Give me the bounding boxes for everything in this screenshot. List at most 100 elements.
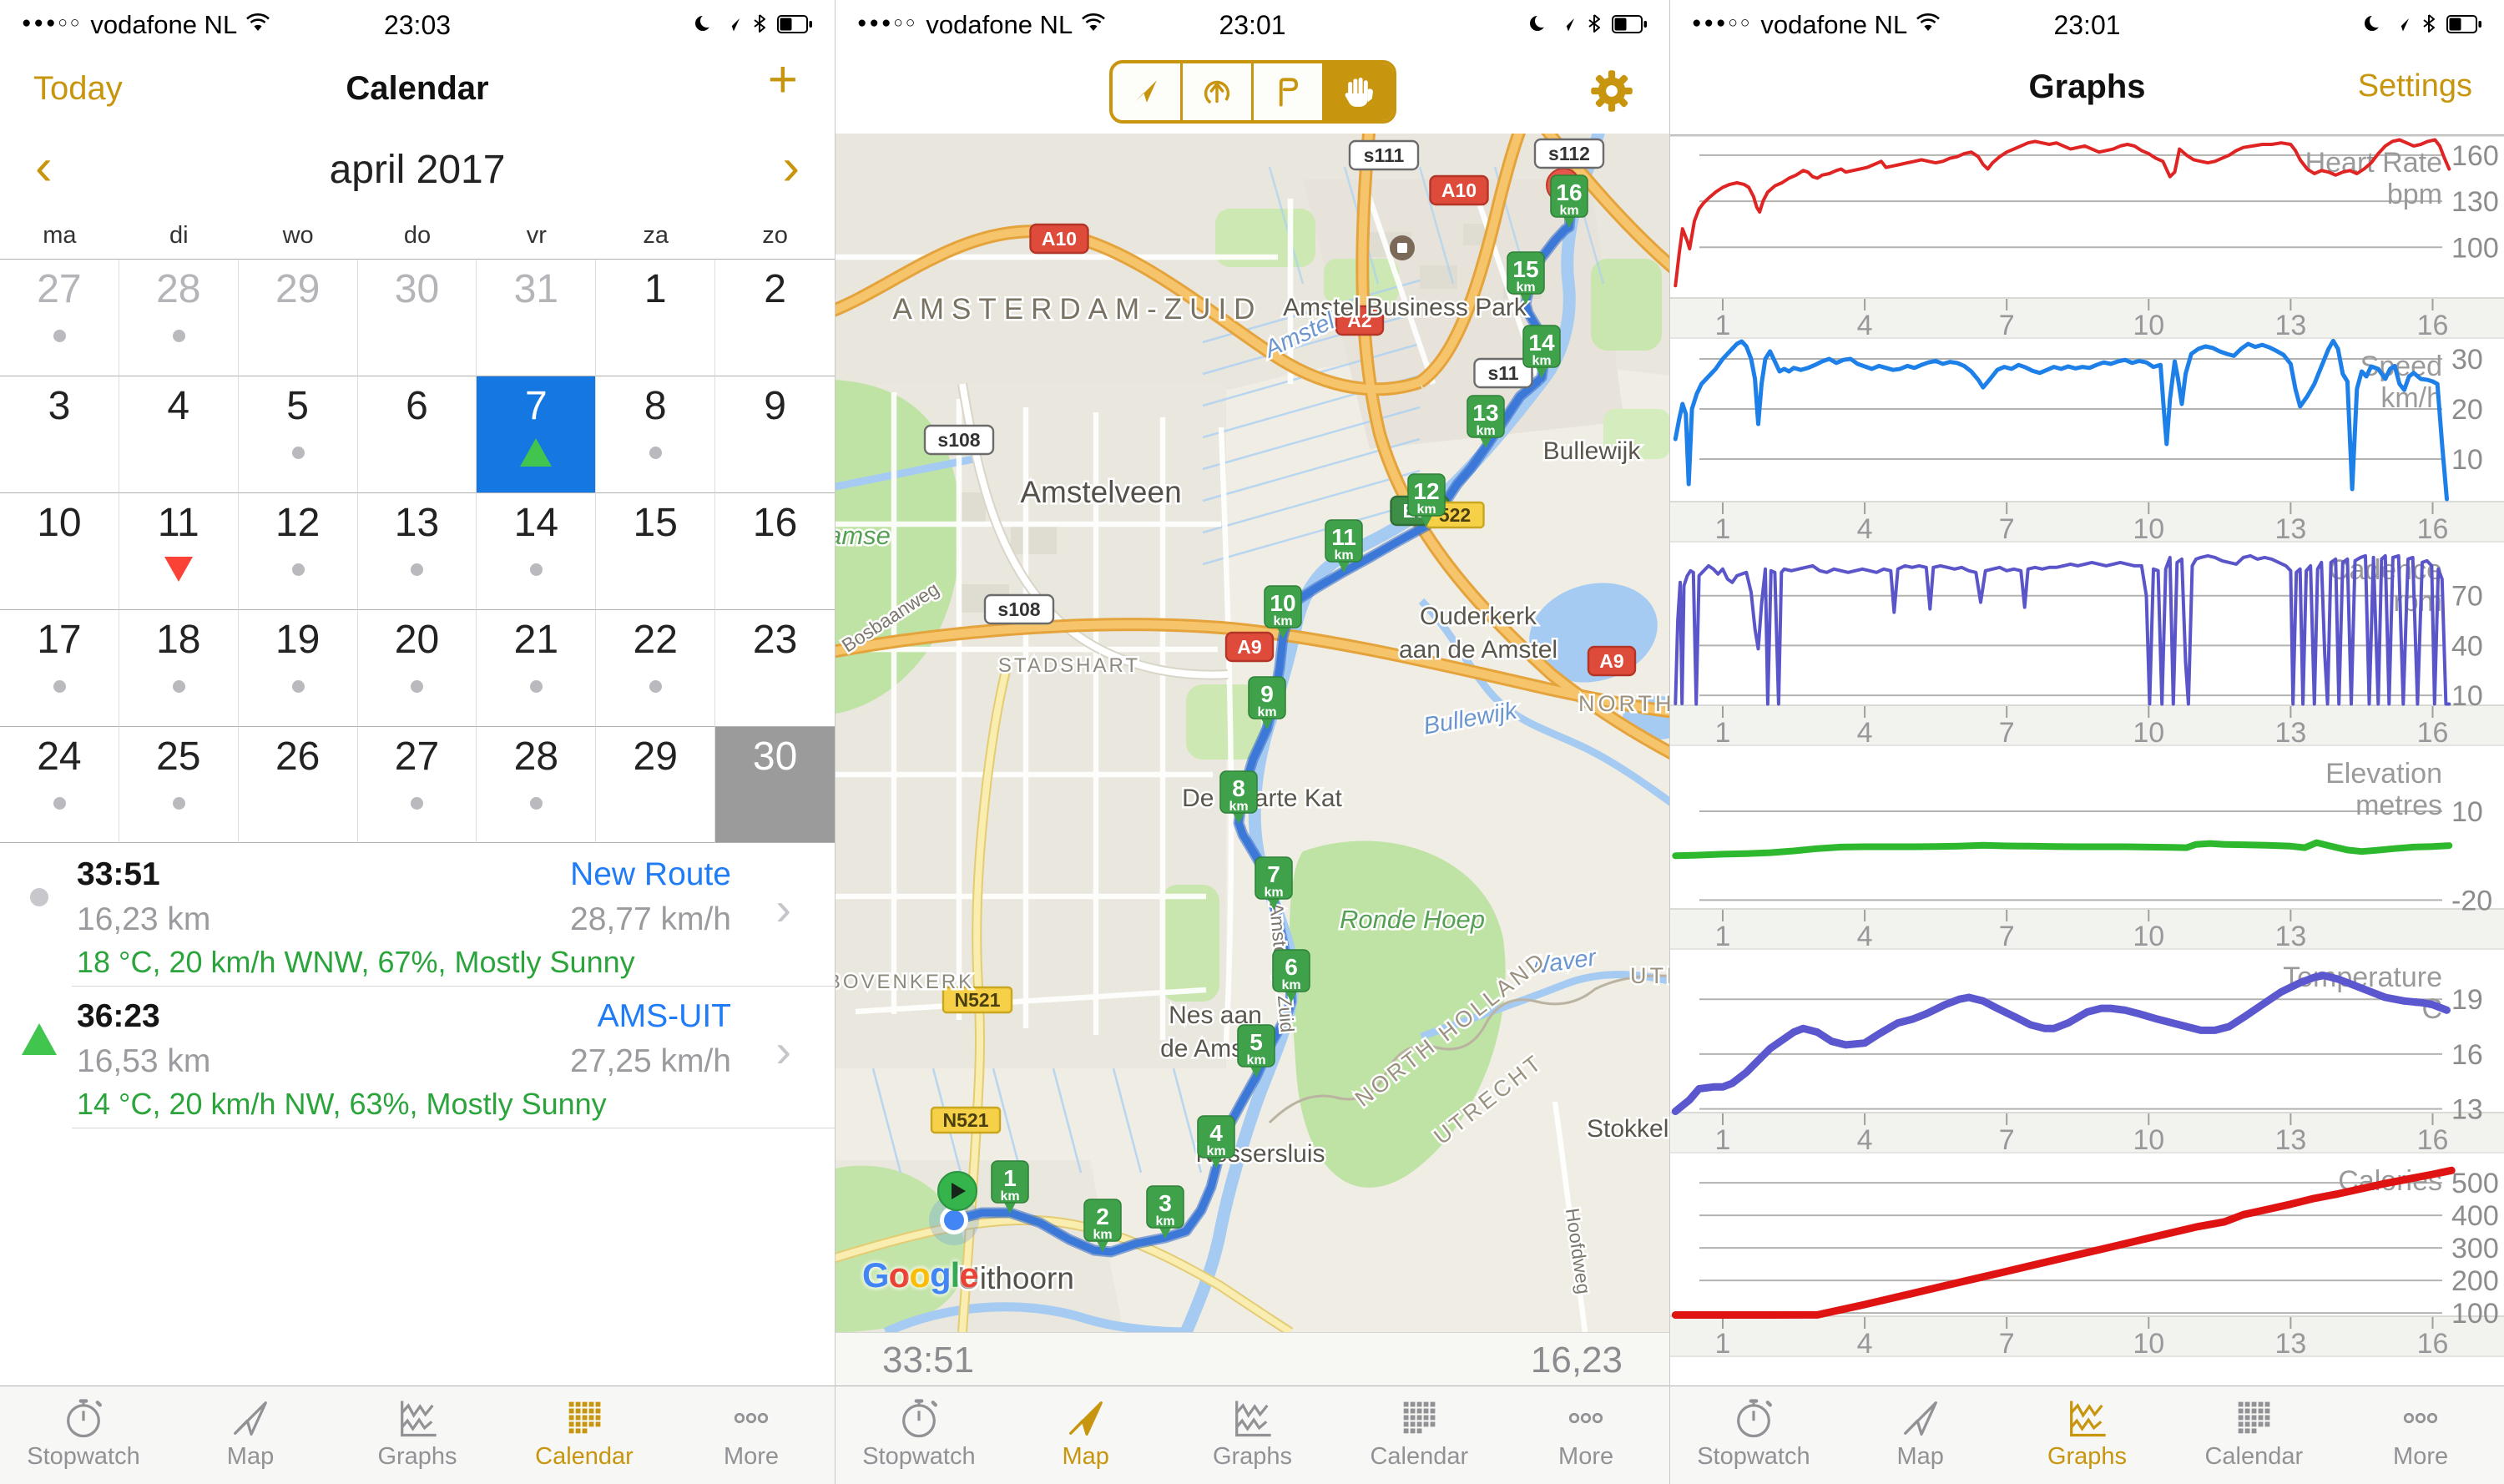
km-marker-8[interactable]: 8km xyxy=(1219,770,1258,824)
locate-arrow-button[interactable] xyxy=(1113,63,1184,120)
calendar-day-28[interactable]: 28 xyxy=(477,726,597,843)
calendar-day-6[interactable]: 6 xyxy=(357,376,477,492)
calendar-day-7[interactable]: 7 xyxy=(477,376,597,492)
chart-calories[interactable]: 500 400 300 200 100 1 4 7 10 13 16 Calories xyxy=(1670,1153,2504,1357)
map-settings-button[interactable] xyxy=(1584,63,1639,119)
calendar-day-27[interactable]: 27 xyxy=(357,726,477,843)
calendar-day-8[interactable]: 8 xyxy=(596,376,716,492)
calendar-day-14[interactable]: 14 xyxy=(477,492,597,609)
calendar-day-20[interactable]: 20 xyxy=(357,609,477,726)
calendar-day-23[interactable]: 23 xyxy=(715,609,835,726)
calendar-day-26[interactable]: 26 xyxy=(238,726,358,843)
chart-elevation[interactable]: 10 -20 1 4 7 10 13 Elevation metres xyxy=(1670,746,2504,950)
calendar-day-5[interactable]: 5 xyxy=(238,376,358,492)
stop-hand-button[interactable] xyxy=(1324,63,1393,120)
tab-more[interactable]: More xyxy=(1502,1386,1669,1484)
tab-graphs[interactable]: Graphs xyxy=(1169,1386,1336,1484)
km-marker-7[interactable]: 7km xyxy=(1255,856,1293,910)
calendar-day-19[interactable]: 19 xyxy=(238,609,358,726)
tab-stopwatch[interactable]: Stopwatch xyxy=(1670,1386,1837,1484)
activity-entry[interactable]: 33:51 16,23 km New Route 28,77 km/h › 18… xyxy=(0,845,835,987)
tab-label: Calendar xyxy=(1370,1443,1469,1470)
tab-more[interactable]: More xyxy=(668,1386,835,1484)
calendar-day-31[interactable]: 31 xyxy=(477,259,597,376)
tab-stopwatch[interactable]: Stopwatch xyxy=(0,1386,167,1484)
calendar-day-13[interactable]: 13 xyxy=(357,492,477,609)
calendar-day-3[interactable]: 3 xyxy=(0,376,119,492)
calendar-day-22[interactable]: 22 xyxy=(596,609,716,726)
ride-up-triangle-icon xyxy=(520,438,553,467)
km-marker-4[interactable]: 4km xyxy=(1197,1115,1235,1169)
graphs-icon xyxy=(2070,1401,2107,1437)
km-marker-3[interactable]: 3km xyxy=(1146,1185,1184,1239)
day-number: 14 xyxy=(513,501,559,545)
tab-calendar[interactable]: Calendar xyxy=(1335,1386,1502,1484)
tab-graphs[interactable]: Graphs xyxy=(334,1386,501,1484)
tab-more[interactable]: More xyxy=(2337,1386,2504,1484)
tab-label: Map xyxy=(1062,1443,1109,1470)
calendar-day-28[interactable]: 28 xyxy=(119,259,239,376)
add-activity-button[interactable]: + xyxy=(767,51,798,109)
prev-month-button[interactable]: ‹ xyxy=(35,139,53,196)
calendar-day-30[interactable]: 30 xyxy=(357,259,477,376)
calendar-day-2[interactable]: 2 xyxy=(715,259,835,376)
day-number: 11 xyxy=(157,501,199,545)
tab-calendar[interactable]: Calendar xyxy=(501,1386,668,1484)
chart-heart-rate[interactable]: 160 130 100 1 4 7 10 13 16 Heart Rate bpm xyxy=(1670,135,2504,339)
calendar-day-18[interactable]: 18 xyxy=(119,609,239,726)
km-marker-1[interactable]: 1km xyxy=(991,1160,1029,1214)
chart-speed[interactable]: 30 20 10 1 4 7 10 13 16 Speed km/h xyxy=(1670,339,2504,543)
calendar-day-27[interactable]: 27 xyxy=(0,259,119,376)
tab-graphs[interactable]: Graphs xyxy=(2004,1386,2171,1484)
tab-stopwatch[interactable]: Stopwatch xyxy=(836,1386,1002,1484)
chevron-right-icon[interactable]: › xyxy=(775,882,791,935)
km-marker-5[interactable]: 5km xyxy=(1237,1024,1275,1078)
tab-map[interactable]: Map xyxy=(167,1386,334,1484)
svg-text:10: 10 xyxy=(2133,1124,2164,1153)
calendar-day-15[interactable]: 15 xyxy=(596,492,716,609)
tab-map[interactable]: Map xyxy=(1002,1386,1169,1484)
compass-reset-button[interactable] xyxy=(1183,63,1254,120)
map-view[interactable]: s111s112A10A10A2E35A9A9s108s108s11522N52… xyxy=(836,134,1669,1332)
calendar-day-29[interactable]: 29 xyxy=(238,259,358,376)
km-marker-2[interactable]: 2km xyxy=(1083,1199,1122,1252)
tab-map[interactable]: Map xyxy=(1837,1386,2004,1484)
settings-button[interactable]: Settings xyxy=(2357,68,2472,103)
calendar-day-11[interactable]: 11 xyxy=(119,492,239,609)
calendar-day-10[interactable]: 10 xyxy=(0,492,119,609)
today-button[interactable]: Today xyxy=(33,70,123,107)
next-month-button[interactable]: › xyxy=(782,139,800,196)
activity-dot xyxy=(172,797,185,810)
calendar-day-30[interactable]: 30 xyxy=(715,726,835,843)
chart-cadence[interactable]: 70 40 10 1 4 7 10 13 16 Cadence rpm xyxy=(1670,543,2504,746)
calendar-day-29[interactable]: 29 xyxy=(596,726,716,843)
chevron-right-icon[interactable]: › xyxy=(775,1024,791,1077)
signal-strength-icon: ●●●○○ xyxy=(857,14,918,32)
calendar-day-21[interactable]: 21 xyxy=(477,609,597,726)
poi-marker[interactable] xyxy=(1390,235,1415,260)
calendar-day-24[interactable]: 24 xyxy=(0,726,119,843)
calendar-day-4[interactable]: 4 xyxy=(119,376,239,492)
calendar-day-16[interactable]: 16 xyxy=(715,492,835,609)
calendar-day-12[interactable]: 12 xyxy=(238,492,358,609)
calendar-day-17[interactable]: 17 xyxy=(0,609,119,726)
calendar-day-9[interactable]: 9 xyxy=(715,376,835,492)
route-map[interactable]: s111s112A10A10A2E35A9A9s108s108s11522N52… xyxy=(836,134,1669,1332)
activity-entry[interactable]: 36:23 16,53 km AMS-UIT 27,25 km/h › 14 °… xyxy=(0,987,835,1128)
tab-calendar[interactable]: Calendar xyxy=(2170,1386,2337,1484)
road-shield-A10: A10 xyxy=(1429,174,1489,206)
calendar-day-1[interactable]: 1 xyxy=(596,259,716,376)
course-flag-button[interactable] xyxy=(1254,63,1325,120)
google-attribution: Google xyxy=(862,1255,979,1295)
km-marker-9[interactable]: 9km xyxy=(1248,676,1286,729)
km-marker-6[interactable]: 6km xyxy=(1272,949,1310,1002)
calendar-day-25[interactable]: 25 xyxy=(119,726,239,843)
chart-temperature[interactable]: 19 16 13 1 4 7 10 13 16 Temperature °C xyxy=(1670,950,2504,1153)
